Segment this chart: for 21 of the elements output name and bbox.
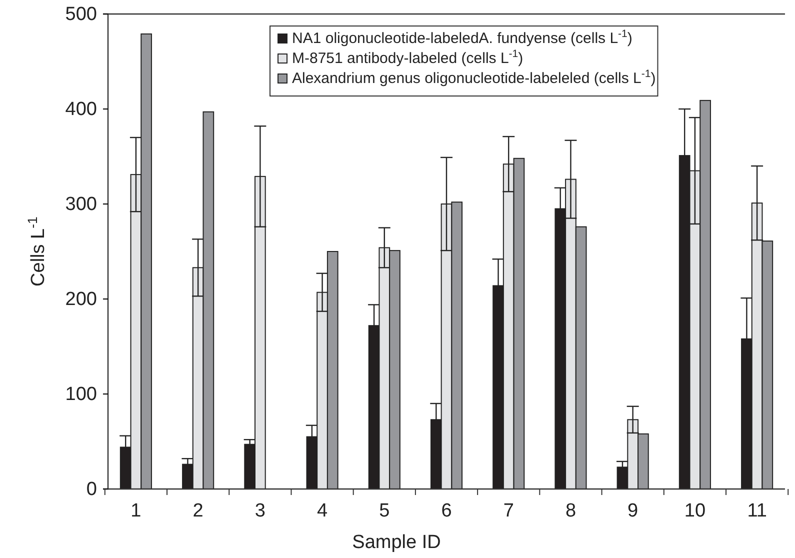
x-tick-label: 2	[192, 500, 204, 522]
y-tick-label: 0	[86, 479, 97, 500]
x-tick-label: 9	[628, 500, 638, 522]
x-tick-label: 6	[441, 500, 452, 522]
x-tick-label: 10	[684, 500, 706, 522]
x-tick-label: 4	[316, 500, 328, 522]
legend-label: Alexandrium genus oligonucleotide-labeleled (cells L$^{-1}$)	[292, 68, 656, 87]
y-tick-label: 400	[65, 99, 97, 120]
x-tick-label: 7	[503, 500, 514, 522]
x-tick-label: 5	[379, 500, 390, 522]
x-tick-label: 11	[747, 500, 767, 522]
x-axis-title: Sample ID	[352, 532, 441, 553]
y-tick-label: 300	[65, 194, 97, 216]
y-tick-label: 100	[65, 384, 97, 406]
x-tick-label: 3	[254, 500, 266, 522]
legend-label: NA1 oligonucleotide-labeledA. fundyense (cells L$^{-1}$)	[292, 28, 632, 47]
legend-label: M-8751 antibody-labeled (cells L$^{-1}$)	[292, 48, 524, 67]
x-tick-label: 8	[565, 500, 576, 522]
y-tick-label: 200	[65, 289, 97, 310]
y-tick-label: 500	[65, 4, 97, 26]
x-tick-label: 1	[130, 500, 142, 522]
